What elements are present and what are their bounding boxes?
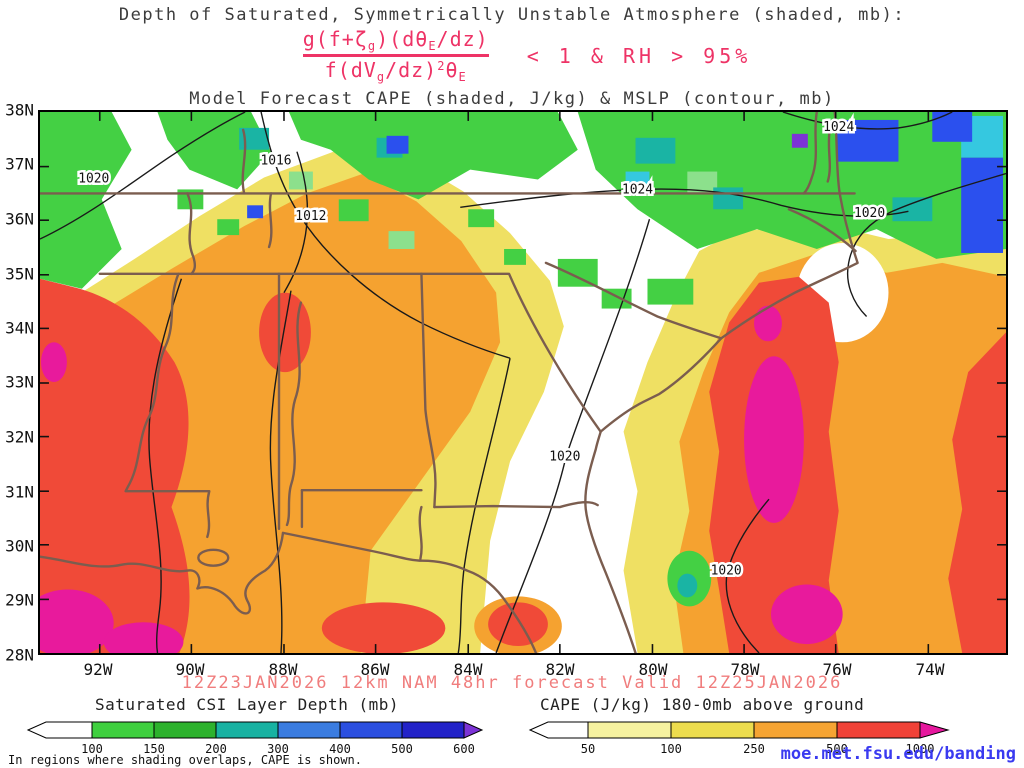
colorbar-tick-label: 1000: [906, 742, 935, 756]
lat-label: 32N: [5, 427, 34, 447]
colorbar-segment: [153, 721, 217, 739]
colorbar-segment: [91, 721, 155, 739]
lat-label: 37N: [5, 154, 34, 174]
colorbar-segment: [528, 721, 589, 739]
lat-label: 31N: [5, 482, 34, 502]
lon-label: 90W: [175, 660, 205, 679]
formula-denominator: f(dVg/dz)2θE: [324, 58, 467, 84]
csi-legend-title: Saturated CSI Layer Depth (mb): [95, 695, 399, 714]
contour-label-group: 1020 1016 1012 1024 1020 1024 1020 1020: [76, 117, 888, 581]
fraction-bar: [302, 54, 489, 57]
lat-label: 35N: [5, 264, 34, 284]
colorbar-segment: [215, 721, 279, 739]
csi-shading: [40, 112, 1006, 607]
map-svg: 1020 1016 1012 1024 1020 1024 1020 1020: [40, 112, 1006, 653]
lon-label: 76W: [822, 660, 852, 679]
lon-label: 80W: [638, 660, 668, 679]
lat-label: 33N: [5, 372, 34, 392]
overlap-note: In regions where shading overlaps, CAPE …: [8, 753, 363, 767]
colorbar-segment: [277, 721, 341, 739]
colorbar-segment: [339, 721, 403, 739]
contour-label: 1016: [260, 154, 291, 169]
lon-label: 86W: [360, 660, 390, 679]
formula-numerator: g(f+ζg)(dθE/dz): [302, 27, 489, 53]
state-borders: [40, 112, 859, 653]
cape-shading: [40, 149, 1006, 653]
lon-label: 88W: [268, 660, 298, 679]
colorbar-segment: [753, 721, 838, 739]
colorbar-tick-label: 600: [453, 742, 475, 756]
title-cape-mslp: Model Forecast CAPE (shaded, J/kg) & MSL…: [189, 89, 835, 109]
colorbar-tick-label: 100: [81, 742, 103, 756]
colorbar-tick-label: 500: [391, 742, 413, 756]
colorbar-segment: [836, 721, 921, 739]
cape-legend-title: CAPE (J/kg) 180-0mb above ground: [540, 695, 865, 714]
axis-ticks: [40, 112, 1006, 653]
csi-colorbar: 100 150 200 300 400 500 600: [26, 721, 484, 756]
colorbar-tick-label: 300: [267, 742, 289, 756]
contour-label: 1024: [622, 182, 653, 197]
lat-label: 29N: [5, 590, 34, 610]
lon-label: 84W: [453, 660, 483, 679]
lat-label: 36N: [5, 209, 34, 229]
map-panel: 1020 1016 1012 1024 1020 1024 1020 1020: [38, 110, 1008, 655]
lon-label: 78W: [730, 660, 760, 679]
colorbar-tick-label: 50: [581, 742, 595, 756]
lon-label: 82W: [545, 660, 575, 679]
colorbar-segment: [919, 721, 950, 739]
mslp-contours: [40, 112, 1006, 653]
lon-label: 92W: [83, 660, 113, 679]
colorbar-segment: [401, 721, 465, 739]
forecast-valid-line: 12Z23JAN2026 12km NAM 48hr forecast Vali…: [181, 673, 843, 693]
colorbar-tick-label: 150: [143, 742, 165, 756]
csi-criterion-formula: g(f+ζg)(dθE/dz) f(dVg/dz)2θE < 1 & RH > …: [0, 27, 1024, 84]
formula-fraction: g(f+ζg)(dθE/dz) f(dVg/dz)2θE: [302, 27, 489, 84]
lat-label: 30N: [5, 536, 34, 556]
colorbar-segment: [26, 721, 93, 739]
lat-label: 28N: [5, 645, 34, 665]
contour-label: 1020: [854, 206, 885, 221]
colorbar-segment: [670, 721, 755, 739]
lat-label: 38N: [5, 100, 34, 120]
lat-label: 34N: [5, 318, 34, 338]
contour-label: 1020: [78, 171, 109, 186]
colorbar-tick-label: 100: [660, 742, 682, 756]
contour-label: 1020: [549, 449, 580, 464]
colorbar-tick-label: 500: [826, 742, 848, 756]
cape-colorbar: 50 100 250 500 1000: [528, 721, 950, 756]
lon-label: 74W: [915, 660, 945, 679]
colorbar-segment: [587, 721, 672, 739]
colorbar-tick-label: 200: [205, 742, 227, 756]
colorbar-tick-label: 400: [329, 742, 351, 756]
contour-label: 1024: [823, 120, 854, 135]
formula-condition: < 1 & RH > 95%: [526, 43, 752, 68]
website-credit: moe.met.fsu.edu/banding: [780, 744, 1016, 764]
colorbar-tick-label: 250: [743, 742, 765, 756]
contour-label: 1012: [295, 209, 326, 224]
colorbar-segment: [463, 721, 484, 739]
contour-label: 1020: [711, 564, 742, 579]
title-csi: Depth of Saturated, Symmetrically Unstab…: [118, 5, 906, 25]
